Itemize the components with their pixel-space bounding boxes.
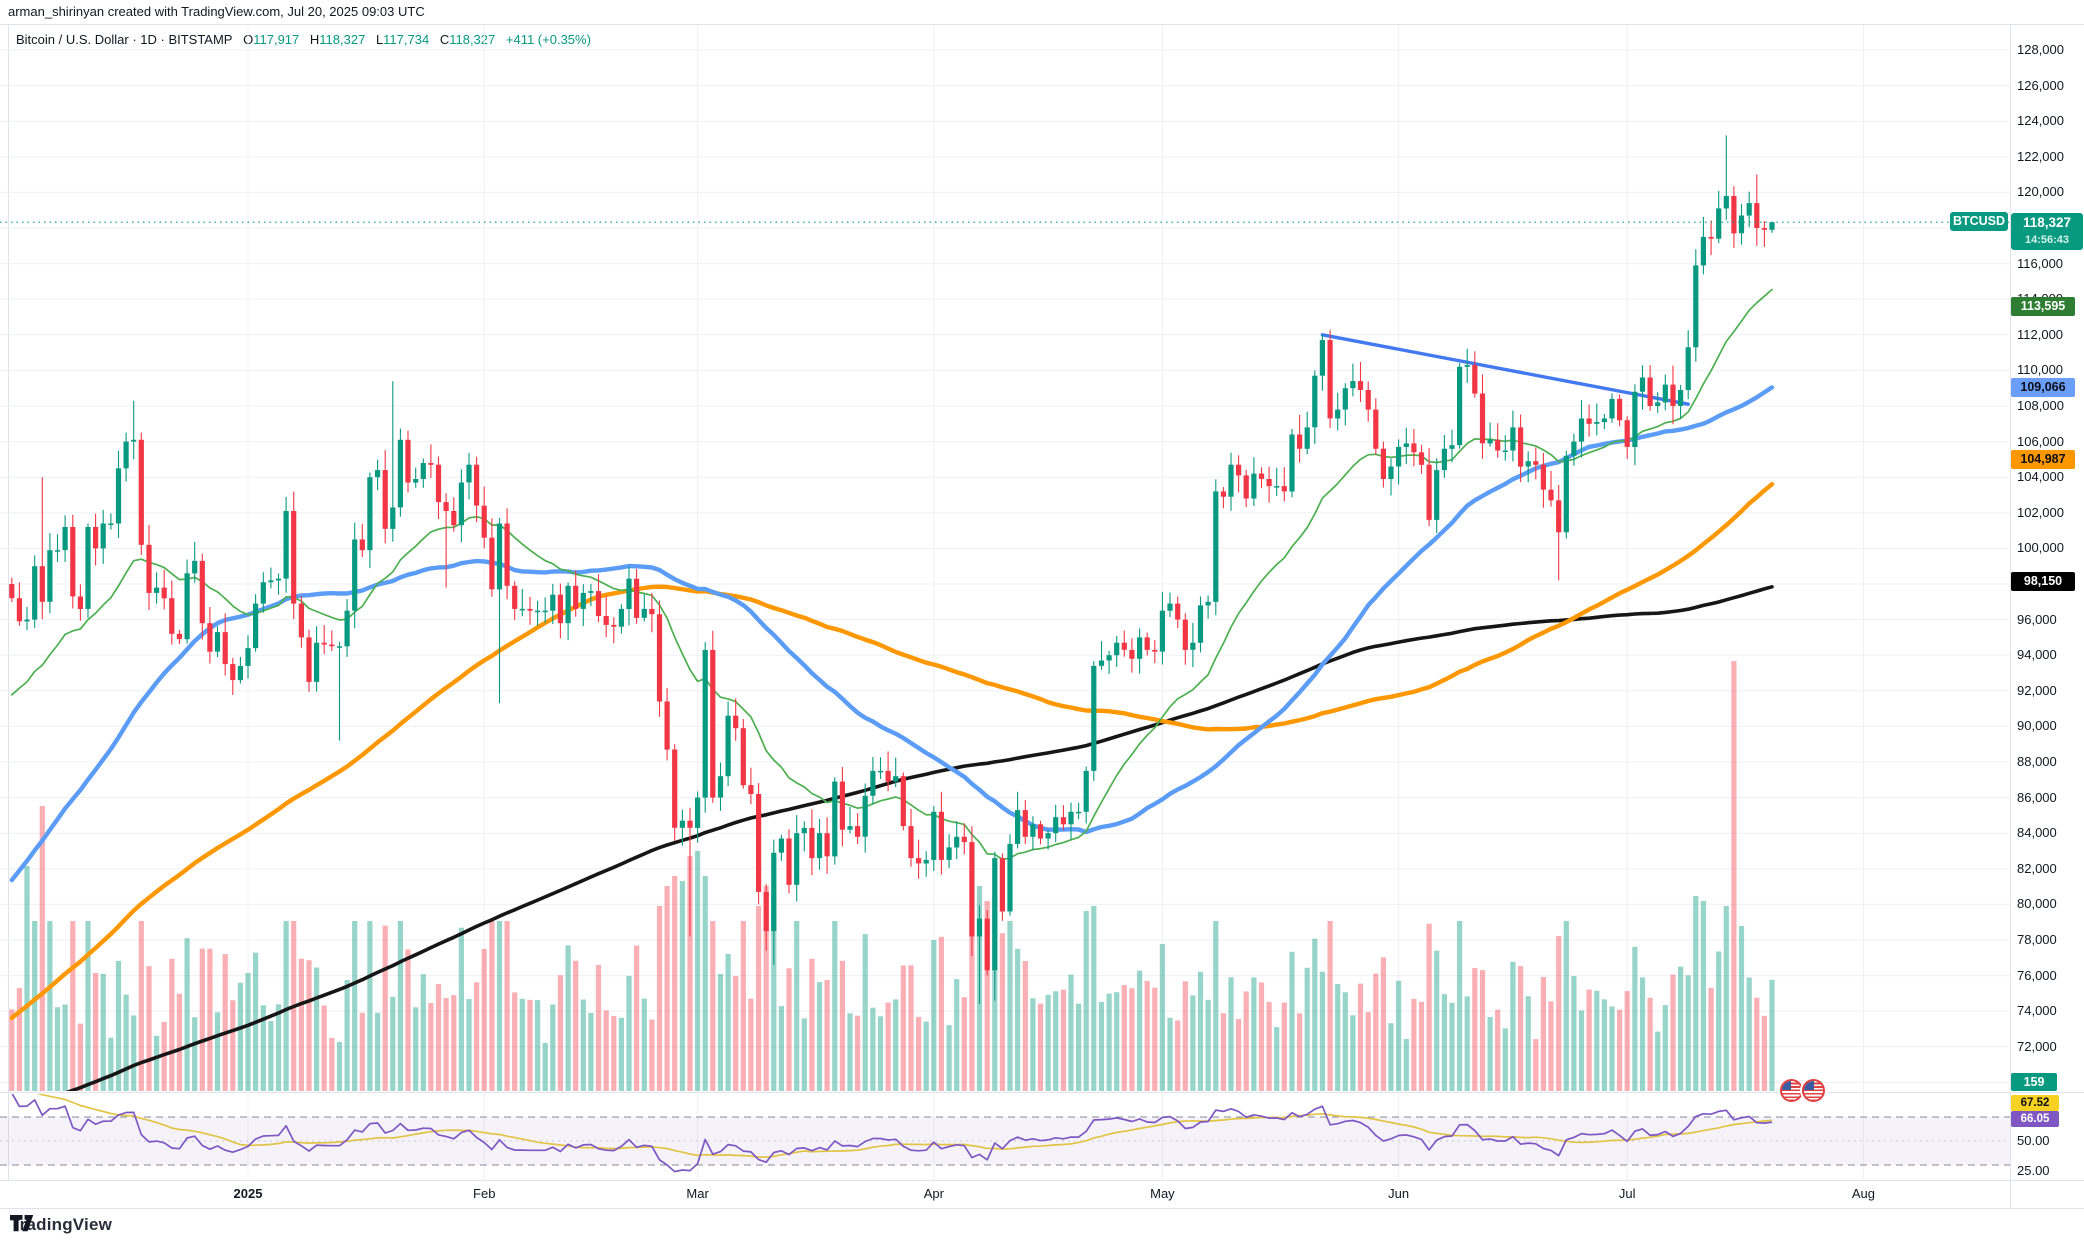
chart-canvas[interactable] [0, 0, 2010, 1208]
gridlines [0, 25, 2010, 1180]
price-tick: 100,000 [2017, 540, 2064, 556]
pane-separator [0, 1092, 2084, 1093]
price-tick: 104,000 [2017, 469, 2064, 485]
price-tick: 106,000 [2017, 433, 2064, 449]
time-tick-feb: Feb [473, 1186, 496, 1201]
price-tick: 124,000 [2017, 113, 2064, 129]
price-tick: 122,000 [2017, 148, 2064, 164]
sma50-line [9, 385, 1775, 883]
candles [9, 135, 1775, 1005]
volume-value-badge: 159 [2011, 1073, 2057, 1091]
tradingview-logo[interactable]: TradingView [10, 1215, 112, 1235]
symbol-title[interactable]: Bitcoin / U.S. Dollar [16, 32, 129, 47]
ohlc-low-value: 117,734 [383, 32, 430, 47]
price-tick: 76,000 [2017, 967, 2057, 983]
sma100-line [9, 482, 1775, 1021]
price-tick: 84,000 [2017, 825, 2057, 841]
time-tick-jun: Jun [1388, 1186, 1410, 1201]
price-tick: 90,000 [2017, 718, 2057, 734]
price-tick: 88,000 [2017, 754, 2057, 769]
price-tick: 108,000 [2017, 398, 2064, 413]
last-price-badge: 118,327 14:56:43 [2011, 212, 2083, 250]
price-tick: 82,000 [2017, 860, 2057, 876]
rsi-tick: 25.00 [2017, 1163, 2050, 1178]
symbol-meta: · 1D · BITSTAMP [132, 32, 233, 47]
price-tick: 74,000 [2017, 1003, 2057, 1019]
ohlc-low-label: L [375, 32, 384, 47]
ohlc-open-value: 117,917 [253, 32, 300, 47]
time-tick-2025: 2025 [233, 1186, 263, 1201]
time-tick-may: May [1150, 1186, 1175, 1201]
price-tick: 92,000 [2017, 682, 2057, 698]
time-tick-apr: Apr [923, 1186, 944, 1201]
rsi-line [11, 1094, 1773, 1173]
price-tick: 126,000 [2017, 77, 2064, 93]
price-tick: 80,000 [2017, 896, 2057, 912]
price-tick: 72,000 [2017, 1038, 2057, 1054]
price-tick: 120,000 [2017, 184, 2064, 200]
rsi-pane [0, 1094, 2010, 1173]
sma200-line [65, 585, 1774, 1091]
rsi-value-badge: 66.05 [2011, 1111, 2059, 1127]
rsi-ma-value-badge: 67.52 [2011, 1095, 2059, 1111]
ohlc-close-label: C [439, 32, 450, 47]
price-tick: 112,000 [2017, 326, 2064, 342]
frame-top-border [0, 24, 2084, 25]
price-tick: 128,000 [2017, 42, 2064, 57]
frame-left-border [8, 24, 9, 1180]
ohlc-high-value: 118,327 [319, 32, 366, 47]
time-tick-mar: Mar [686, 1186, 709, 1201]
frame-bottom-border [0, 1208, 2084, 1209]
economic-event-flag-icon-us[interactable] [1779, 1079, 1803, 1102]
time-tick-jul: Jul [1618, 1186, 1636, 1201]
last-price-value: 118,327 [2022, 214, 2072, 230]
rsi-tick: 50.00 [2017, 1133, 2050, 1148]
sma100-value-badge: 104,987 [2011, 450, 2075, 470]
ema-line [10, 288, 1773, 861]
price-tick: 78,000 [2017, 932, 2057, 947]
descending-trendline [1320, 333, 1690, 406]
tradingview-logo-text: TradingView [10, 1215, 113, 1234]
price-tick: 110,000 [2017, 362, 2064, 378]
ema-value-badge: 113,595 [2011, 296, 2075, 316]
sma50-value-badge: 109,066 [2011, 377, 2075, 397]
price-tick: 86,000 [2017, 789, 2057, 805]
sma200-value-badge: 98,150 [2011, 571, 2075, 591]
price-tick: 96,000 [2017, 611, 2057, 627]
time-tick-aug: Aug [1851, 1186, 1876, 1201]
price-axis-border [2010, 24, 2011, 1208]
tradingview-logo-icon [10, 1215, 34, 1232]
bar-countdown: 14:56:43 [2024, 233, 2070, 246]
ohlc-high-label: H [309, 32, 320, 47]
symbol-badge: BTCUSD [1950, 212, 2008, 232]
price-tick: 102,000 [2017, 504, 2064, 520]
chart-credit: arman_shirinyan created with TradingView… [8, 4, 425, 19]
price-tick: 94,000 [2017, 647, 2057, 663]
change-value: +411 (+0.35%) [505, 32, 591, 47]
volume-bars [9, 661, 1775, 1091]
economic-event-flag-icon-us[interactable] [1801, 1079, 1825, 1102]
timeline-separator [0, 1180, 2084, 1181]
price-tick: 116,000 [2017, 255, 2064, 271]
